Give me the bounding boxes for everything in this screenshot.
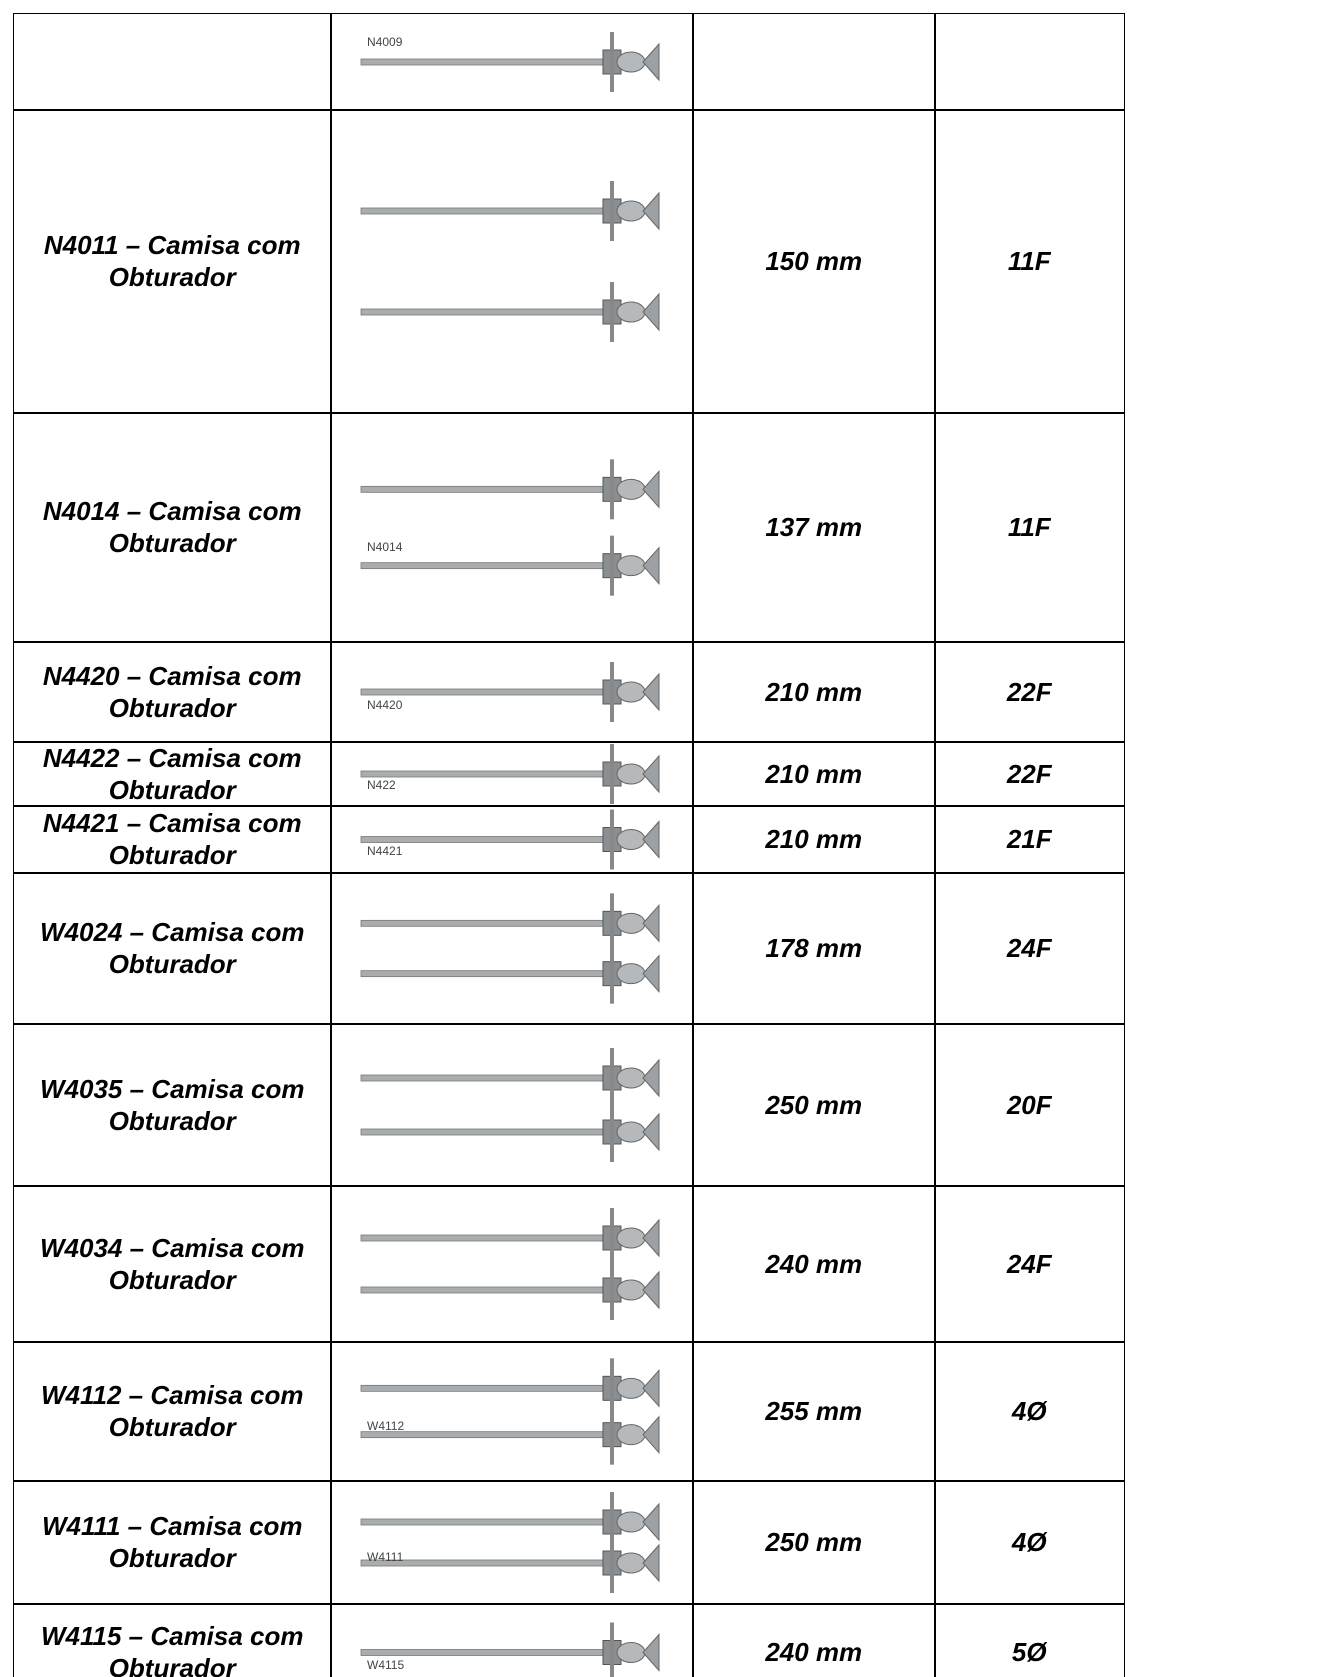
product-image (330, 1023, 694, 1187)
length: 240 mm (692, 1603, 936, 1677)
diameter: 24F (934, 1185, 1125, 1343)
product-name: W4024 – Camisa com Obturador (13, 872, 332, 1025)
diameter: 24F (934, 872, 1125, 1025)
diameter: 4Ø (934, 1341, 1125, 1482)
diameter: 22F (934, 741, 1125, 807)
product-image: W4115 (330, 1603, 694, 1677)
product-image: N4420 (330, 641, 694, 743)
image-label: W4112 (367, 1410, 404, 1442)
product-name: W4112 – Camisa com Obturador (13, 1341, 332, 1482)
product-name: W4111 – Camisa com Obturador (13, 1480, 332, 1605)
length: 240 mm (692, 1185, 936, 1343)
length: 250 mm (692, 1023, 936, 1187)
image-label: N4420 (367, 689, 402, 721)
product-image: N4009 (330, 13, 694, 111)
product-name: W4115 – Camisa com Obturador (13, 1603, 332, 1677)
diameter: 4Ø (934, 1480, 1125, 1605)
product-name: N4420 – Camisa com Obturador (13, 641, 332, 743)
instrument-drawing (331, 873, 693, 1024)
product-image: N422 (330, 741, 694, 807)
length: 210 mm (692, 641, 936, 743)
product-image: W4111 (330, 1480, 694, 1605)
instrument-drawing (331, 1024, 693, 1186)
product-image: N4421 (330, 805, 694, 874)
product-image: W4112 (330, 1341, 694, 1482)
length (692, 13, 936, 111)
diameter (934, 13, 1125, 111)
length: 210 mm (692, 741, 936, 807)
product-name (13, 13, 332, 111)
diameter: 22F (934, 641, 1125, 743)
length: 255 mm (692, 1341, 936, 1482)
image-label: N4421 (367, 835, 402, 867)
product-name: W4035 – Camisa com Obturador (13, 1023, 332, 1187)
diameter: 11F (934, 109, 1125, 414)
image-label: N422 (367, 769, 396, 801)
length: 178 mm (692, 872, 936, 1025)
image-label: W4111 (367, 1541, 403, 1573)
product-name: N4421 – Camisa com Obturador (13, 805, 332, 874)
diameter: 11F (934, 412, 1125, 643)
length: 250 mm (692, 1480, 936, 1605)
instrument-drawing (331, 413, 693, 642)
diameter: 5Ø (934, 1603, 1125, 1677)
diameter: 20F (934, 1023, 1125, 1187)
instrument-drawing (331, 1186, 693, 1342)
product-image (330, 109, 694, 414)
product-name: N4014 – Camisa com Obturador (13, 412, 332, 643)
image-label: N4014 (367, 531, 402, 563)
page: N4009N4011 – Camisa com Obturador150 mm1… (0, 0, 1325, 1677)
length: 210 mm (692, 805, 936, 874)
image-label: N4009 (367, 26, 402, 58)
product-image: N4014 (330, 412, 694, 643)
product-name: W4034 – Camisa com Obturador (13, 1185, 332, 1343)
diameter: 21F (934, 805, 1125, 874)
product-image (330, 872, 694, 1025)
product-image (330, 1185, 694, 1343)
length: 150 mm (692, 109, 936, 414)
image-label: W4115 (367, 1649, 404, 1677)
instrument-drawing (331, 110, 693, 413)
product-name: N4011 – Camisa com Obturador (13, 109, 332, 414)
product-name: N4422 – Camisa com Obturador (13, 741, 332, 807)
length: 137 mm (692, 412, 936, 643)
